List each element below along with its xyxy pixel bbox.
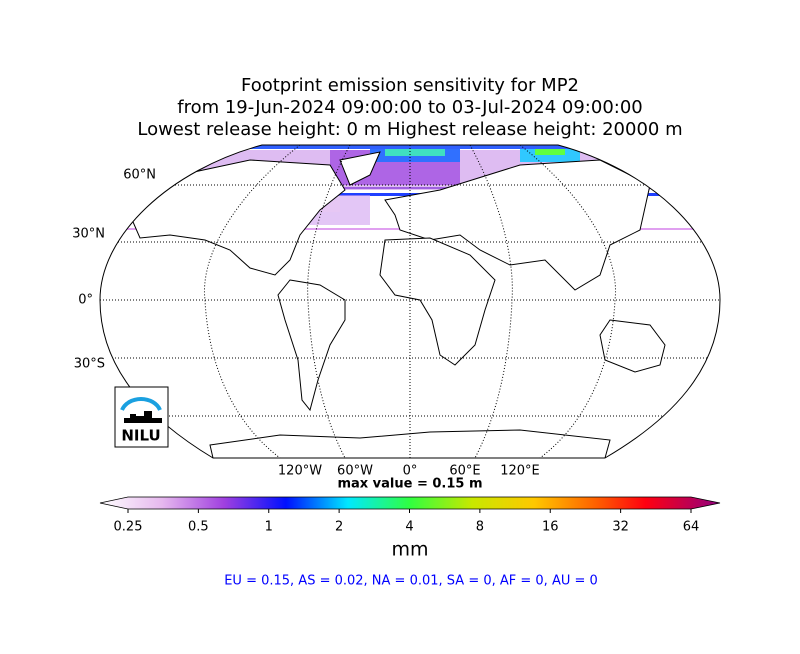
lat-label: 30°N xyxy=(72,227,105,242)
logo-text: NILU xyxy=(121,427,160,445)
continents xyxy=(129,151,666,458)
colorbar-tick-label: 2 xyxy=(335,520,343,535)
graticule xyxy=(100,145,720,458)
lon-label: 120°W xyxy=(278,464,322,479)
colorbar-tick-label: 32 xyxy=(612,520,629,535)
lon-labels: 120°W 60°W 0° 60°E 120°E xyxy=(278,464,540,479)
title-line: Lowest release height: 0 m Highest relea… xyxy=(137,119,682,140)
colorbar-tick-label: 16 xyxy=(542,520,559,535)
region-summary: EU = 0.15, AS = 0.02, NA = 0.01, SA = 0,… xyxy=(224,574,598,589)
colorbar-tick-label: 8 xyxy=(476,520,484,535)
map xyxy=(100,145,720,458)
lon-label: 60°W xyxy=(337,464,373,479)
logo: NILU xyxy=(114,386,169,448)
lat-label: 60°N xyxy=(123,168,156,183)
colorbar-tick-label: 1 xyxy=(265,520,273,535)
max-value: max value = 0.15 m xyxy=(337,477,482,492)
colorbar-label: mm xyxy=(391,539,428,561)
lat-label: 0° xyxy=(78,293,93,308)
colorbar-tick-label: 0.25 xyxy=(114,520,143,535)
colorbar-tick-label: 0.5 xyxy=(188,520,209,535)
lat-labels: 60°N 30°N 0° 30°S xyxy=(72,168,156,372)
colorbar: 0.25 0.5 1 2 4 8 16 32 64 xyxy=(99,496,721,535)
colorbar-tick-label: 64 xyxy=(683,520,700,535)
colorbar-tick-label: 4 xyxy=(405,520,413,535)
lon-label: 120°E xyxy=(500,464,540,479)
lat-label: 30°S xyxy=(74,357,105,372)
title-line: from 19-Jun-2024 09:00:00 to 03-Jul-2024… xyxy=(177,97,643,118)
title-line: Footprint emission sensitivity for MP2 xyxy=(241,75,579,96)
lon-label: 0° xyxy=(403,464,418,479)
map-outline xyxy=(99,144,721,459)
lon-label: 60°E xyxy=(449,464,480,479)
